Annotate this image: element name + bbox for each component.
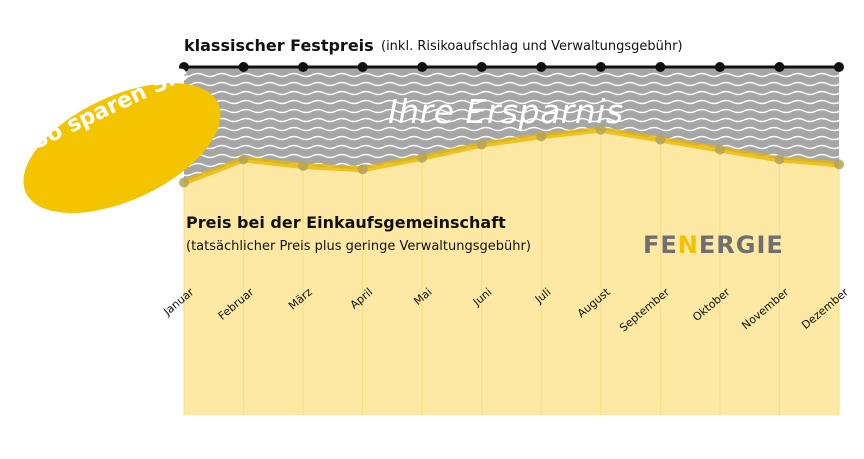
savings-band [184, 67, 839, 183]
fixed-price-point [834, 62, 844, 72]
logo-accent: N [677, 231, 699, 259]
group-price-line [182, 126, 840, 186]
group-price-point [238, 154, 249, 165]
fixed-price-point [536, 62, 547, 72]
group-price-point [298, 161, 309, 171]
badge-ellipse [23, 82, 221, 214]
fixed-price-point [774, 62, 785, 72]
fixed-price-point [417, 62, 428, 72]
fixed-price-point [238, 62, 249, 72]
fixed-price-point [298, 62, 309, 72]
group-price-area [184, 129, 839, 415]
group-price-point [834, 159, 844, 170]
fixed-price-subtitle: (inkl. Risikoaufschlag und Verwaltungsge… [381, 39, 683, 54]
group-price-point [179, 177, 189, 188]
fixed-price-point [179, 62, 189, 72]
fixed-price-point [595, 62, 606, 72]
group-price-point [655, 134, 666, 145]
group-price-subtitle: (tatsächlicher Preis plus geringe Verwal… [186, 239, 531, 254]
logo-prefix: FE [643, 231, 678, 259]
savings-label: Ihre Ersparnis [388, 92, 624, 131]
group-price-point [774, 154, 785, 165]
fixed-price-point [357, 62, 368, 72]
group-price-point [476, 139, 487, 150]
logo-suffix: ERGIE [698, 231, 784, 259]
fixed-price-title: klassischer Festpreis [184, 36, 374, 55]
group-price-point [417, 152, 428, 163]
fixed-price-point [714, 62, 725, 72]
fixed-price-point [655, 62, 666, 72]
group-price-point [357, 164, 368, 175]
group-price-point [595, 124, 606, 135]
group-price-point [536, 131, 547, 142]
fixed-price-point [476, 62, 487, 72]
group-price-title: Preis bei der Einkaufsgemeinschaft [186, 213, 506, 232]
group-price-point [714, 144, 725, 155]
fenergie-logo: FENERGIE [643, 231, 784, 259]
